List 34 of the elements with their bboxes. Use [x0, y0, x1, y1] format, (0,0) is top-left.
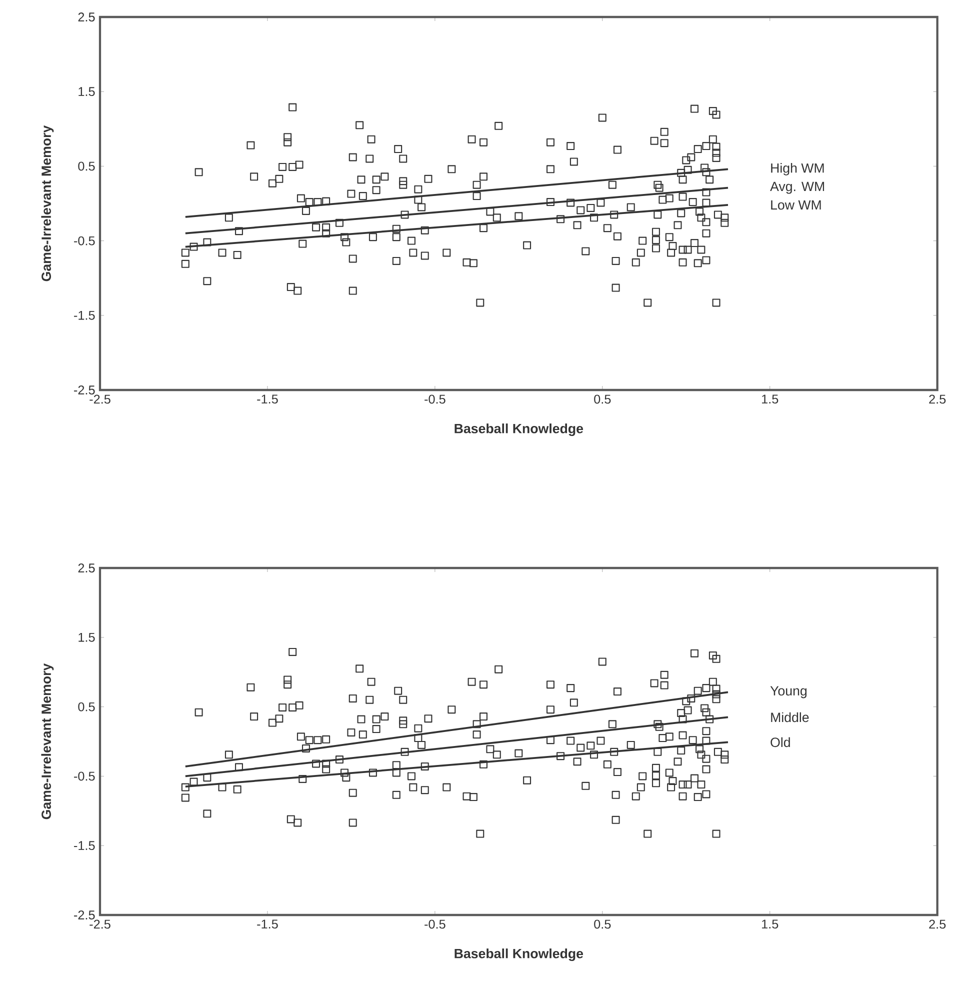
- y-tick-label: 0.5: [78, 702, 95, 712]
- x-tick-label: -0.5: [424, 394, 446, 404]
- x-tick-label: 2.5: [929, 920, 946, 929]
- text: Middle: [771, 712, 809, 722]
- y-tick-label: -1.5: [74, 841, 95, 850]
- y-tick-label: 0.5: [78, 162, 95, 171]
- y-tick-label: -2.5: [74, 386, 95, 394]
- x-tick-label: -2.5: [90, 394, 110, 404]
- y-tick-label: -1.5: [74, 310, 95, 320]
- y-tick-label: -0.5: [74, 772, 95, 781]
- x-tick-label: 0.5: [594, 920, 611, 929]
- y-axis-title: Game-Irrelevant Memory: [41, 125, 54, 282]
- y-tick-label: 2.5: [78, 12, 95, 22]
- x-tick-label: -1.5: [257, 920, 278, 929]
- x-tick-label: -2.5: [90, 920, 110, 929]
- text: Avg. WM: [770, 182, 824, 194]
- y-tick-label: -0.5: [74, 236, 95, 246]
- x-tick-label: 2.5: [929, 394, 946, 404]
- x-tick-label: -1.5: [257, 394, 278, 404]
- y-tick-label: -2.5: [74, 910, 95, 920]
- x-axis-title: Baseball Knowledge: [454, 424, 584, 436]
- text: Low WM: [771, 200, 821, 210]
- y-tick-label: 1.5: [78, 87, 95, 96]
- y-tick-label: 2.5: [78, 564, 95, 572]
- text: Old: [770, 737, 790, 748]
- text: Young: [770, 686, 807, 698]
- x-tick-label: 1.5: [762, 920, 778, 929]
- x-tick-label: 1.5: [762, 394, 778, 404]
- text: High WM: [771, 162, 824, 176]
- x-axis-title: Baseball Knowledge: [454, 948, 584, 961]
- x-tick-label: 0.5: [594, 394, 611, 404]
- y-tick-label: 1.5: [78, 632, 95, 642]
- x-tick-label: -0.5: [424, 920, 446, 929]
- y-axis-title: Game-Irrelevant Memory: [41, 663, 54, 820]
